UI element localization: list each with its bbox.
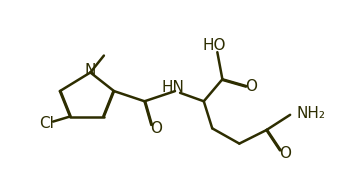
Text: O: O	[150, 121, 162, 136]
Text: NH₂: NH₂	[297, 106, 326, 121]
Text: N: N	[85, 63, 96, 78]
Text: HO: HO	[202, 38, 226, 53]
Text: HN: HN	[162, 80, 185, 94]
Text: Cl: Cl	[39, 116, 54, 131]
Text: O: O	[279, 146, 291, 161]
Text: O: O	[245, 79, 257, 94]
